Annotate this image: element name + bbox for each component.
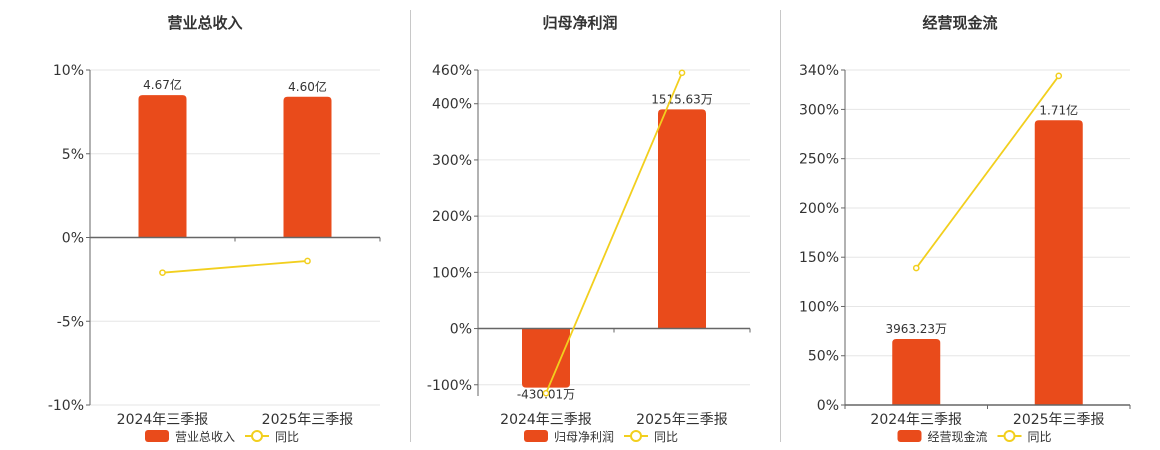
- line-point: [159, 269, 166, 277]
- x-tick-label: 2025年三季报: [636, 412, 728, 428]
- bar: [138, 95, 187, 238]
- x-tick-label: 2025年三季报: [262, 412, 354, 428]
- panel-divider: [780, 10, 781, 442]
- legend-bar-swatch: [145, 430, 169, 442]
- chart-panel-revenue: 营业总收入 10% 5% 0% -5% -10% 4.67亿 4.60亿 2024年三季报 20…: [20, 0, 390, 450]
- chart-svg-revenue: 10% 5% 0% -5% -10% 4.67亿 4.60亿 2024年三季报 2025年三季报…: [48, 63, 381, 444]
- bar-data-label: 1.71亿: [1039, 102, 1078, 117]
- bar: [283, 96, 332, 238]
- y-tick-label: 340%: [799, 63, 839, 79]
- legend-line-marker: [630, 430, 642, 442]
- legend-line-label: 同比: [654, 430, 678, 444]
- y-tick-label: -5%: [57, 314, 84, 330]
- chart-title: 经营现金流: [922, 14, 998, 32]
- y-tick-label: 150%: [799, 250, 839, 266]
- chart-svg-cash-flow: 340% 300% 250% 200% 150% 100% 50% 0% 3963.23万 1.7…: [799, 63, 1131, 444]
- line-point: [1055, 72, 1063, 80]
- y-tick-label: 0%: [817, 398, 839, 414]
- bar: [522, 328, 570, 388]
- chart-panel-net-profit: 归母净利润 460%400%300%200%100%0%-100%-430.01…: [395, 0, 765, 450]
- y-tick-label: 300%: [799, 102, 839, 118]
- x-tick-label: 2024年三季报: [117, 412, 209, 428]
- chart-title: 营业总收入: [167, 14, 243, 32]
- legend-line-label: 同比: [1028, 430, 1052, 444]
- bar-data-label: 1515.63万: [651, 92, 713, 106]
- bar-data-label: 4.60亿: [288, 79, 327, 94]
- chart-panel-cash-flow: 经营现金流 340% 300% 250% 200% 150% 100% 50% 0% 3963.…: [775, 0, 1145, 450]
- y-tick-label: 250%: [799, 152, 839, 168]
- y-tick-label: -100%: [427, 378, 472, 394]
- y-tick-label: 100%: [799, 299, 839, 315]
- y-tick-label: 100%: [432, 265, 472, 281]
- bar: [892, 338, 941, 405]
- chart-title: 归母净利润: [542, 14, 618, 32]
- legend-line-marker: [251, 430, 263, 442]
- line-series-yoy: [162, 260, 308, 274]
- legend-line-marker: [1003, 430, 1016, 442]
- line-point: [912, 264, 920, 272]
- x-tick-label: 2024年三季报: [500, 412, 592, 428]
- legend-bar-swatch: [897, 430, 922, 442]
- x-tick-label: 2025年三季报: [1013, 412, 1105, 428]
- chart-svg-net-profit: 460%400%300%200%100%0%-100%-430.01万1515.…: [427, 63, 751, 444]
- bar-data-label: 4.67亿: [143, 77, 182, 92]
- line-point: [542, 389, 550, 397]
- y-tick-label: 200%: [799, 201, 839, 217]
- y-tick-label: 5%: [62, 147, 84, 163]
- legend-bar-label: 经营现金流: [928, 429, 988, 444]
- y-tick-label: 300%: [432, 153, 472, 169]
- legend-bar-swatch: [524, 430, 548, 442]
- y-tick-label: 460%: [432, 63, 472, 79]
- line-point: [304, 257, 311, 265]
- y-tick-label: -10%: [48, 398, 84, 414]
- bar: [1034, 120, 1083, 405]
- bar: [658, 109, 706, 329]
- line-series-yoy: [915, 75, 1060, 269]
- legend-line-label: 同比: [275, 430, 299, 444]
- panel-divider: [410, 10, 411, 442]
- y-tick-label: 10%: [53, 63, 84, 79]
- line-series-yoy: [545, 72, 683, 394]
- y-tick-label: 400%: [432, 97, 472, 113]
- y-tick-label: 0%: [62, 231, 84, 247]
- x-tick-label: 2024年三季报: [870, 412, 962, 428]
- y-tick-label: 50%: [808, 349, 839, 365]
- line-point: [678, 69, 686, 77]
- y-tick-label: 200%: [432, 209, 472, 225]
- legend-bar-label: 归母净利润: [554, 430, 614, 444]
- y-tick-label: 0%: [450, 322, 472, 338]
- bar-data-label: 3963.23万: [885, 322, 947, 336]
- legend-bar-label: 营业总收入: [175, 430, 235, 444]
